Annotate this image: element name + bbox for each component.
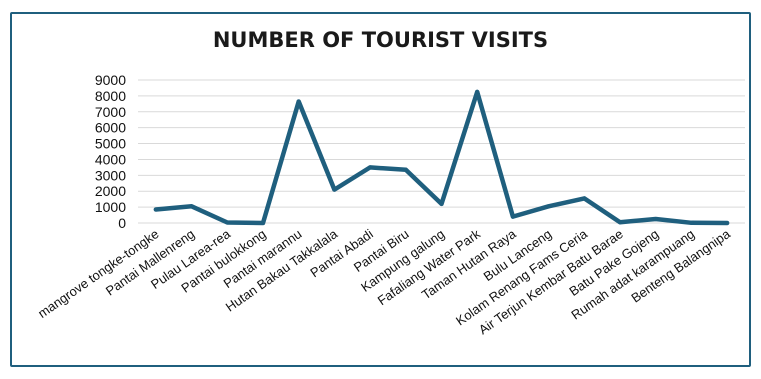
chart-title: NUMBER OF TOURIST VISITS: [212, 28, 549, 52]
data-point: [439, 201, 444, 206]
data-point: [475, 89, 480, 94]
y-tick-label: 3000: [95, 167, 126, 183]
data-point: [653, 217, 658, 222]
data-point: [368, 165, 373, 170]
data-point: [189, 204, 194, 209]
data-point: [332, 187, 337, 192]
data-point: [618, 220, 623, 225]
data-point: [546, 204, 551, 209]
chart-frame: [10, 12, 751, 367]
y-tick-label: 1000: [95, 199, 126, 215]
data-point: [225, 220, 230, 225]
data-point: [153, 207, 158, 212]
gridlines: [138, 79, 745, 224]
data-point: [689, 220, 694, 225]
y-tick-label: 6000: [95, 120, 126, 136]
series-lines: [153, 89, 730, 226]
data-point: [403, 167, 408, 172]
y-tick-label: 8000: [95, 88, 126, 104]
data-point: [510, 214, 515, 219]
data-point: [725, 221, 730, 225]
y-tick-label: 9000: [95, 72, 126, 88]
y-tick-label: 4000: [95, 151, 126, 167]
data-point: [260, 221, 265, 225]
data-point: [582, 196, 587, 201]
y-tick-label: 0: [118, 215, 126, 231]
data-point: [296, 99, 301, 104]
y-tick-label: 5000: [95, 136, 126, 152]
y-tick-label: 7000: [95, 104, 126, 120]
y-tick-label: 2000: [95, 183, 126, 199]
